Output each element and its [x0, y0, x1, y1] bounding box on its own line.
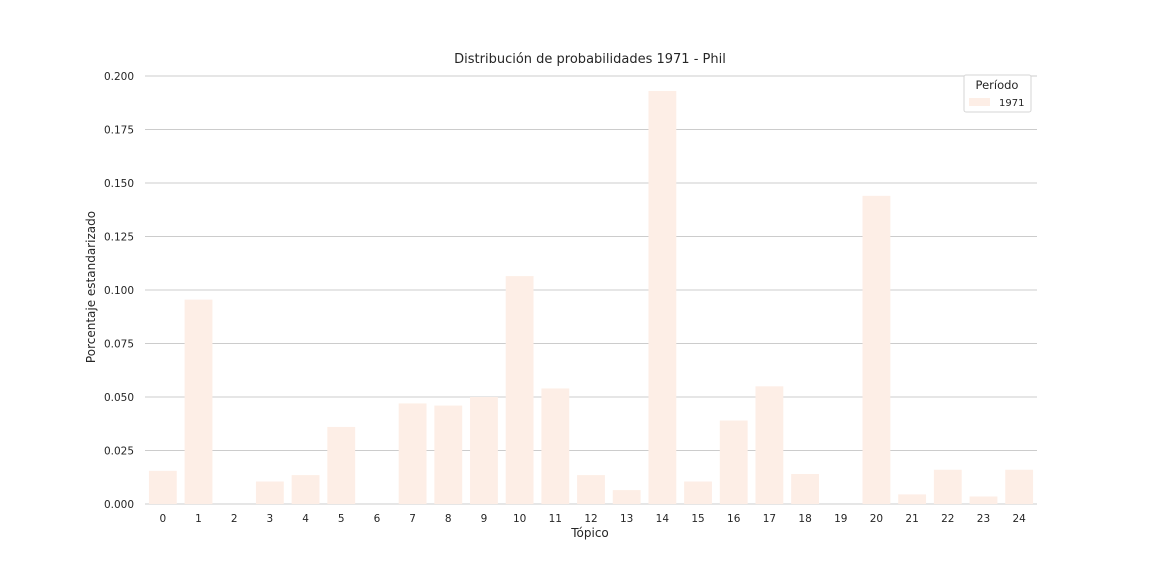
x-tick-label: 19	[834, 513, 847, 525]
x-tick-label: 2	[231, 513, 238, 525]
x-tick-label: 8	[445, 513, 452, 525]
legend-label: 1971	[999, 98, 1024, 109]
bar-topic-8	[434, 405, 463, 504]
bar-topic-13	[612, 490, 641, 504]
legend: Período 1971	[963, 74, 1032, 113]
x-tick-label: 9	[481, 513, 488, 525]
y-tick-label: 0.150	[104, 178, 134, 190]
x-tick-label: 18	[798, 513, 811, 525]
bars	[148, 90, 1034, 504]
bar-topic-7	[398, 403, 427, 504]
x-tick-label: 21	[905, 513, 918, 525]
bar-topic-17	[755, 386, 784, 504]
bar-topic-16	[719, 420, 748, 504]
x-tick-label: 15	[691, 513, 704, 525]
bar-topic-1	[184, 299, 213, 504]
bar-topic-23	[969, 496, 998, 504]
y-tick-label: 0.100	[104, 285, 134, 297]
x-tick-label: 0	[159, 513, 166, 525]
x-tick-label: 3	[267, 513, 274, 525]
x-tick-label: 16	[727, 513, 741, 525]
x-tick-label: 17	[763, 513, 776, 525]
x-tick-label: 12	[584, 513, 597, 525]
chart-title: Distribución de probabilidades 1971 - Ph…	[454, 52, 726, 67]
bar-topic-18	[791, 474, 819, 504]
bar-topic-22	[933, 469, 962, 504]
x-tick-label: 23	[977, 513, 990, 525]
x-tick-label: 20	[870, 513, 883, 525]
bar-topic-20	[862, 195, 891, 504]
bar-topic-12	[577, 475, 605, 504]
y-axis-label: Porcentaje estandarizado	[84, 211, 98, 363]
y-tick-label: 0.050	[104, 392, 134, 404]
bar-topic-4	[291, 475, 320, 504]
y-tick-label: 0.125	[104, 232, 134, 244]
x-tick-label: 14	[656, 513, 670, 525]
x-tick-label: 6	[374, 513, 381, 525]
bar-topic-3	[255, 481, 284, 504]
x-axis-label: Tópico	[570, 526, 609, 540]
x-tick-label: 13	[620, 513, 633, 525]
bar-topic-14	[648, 90, 677, 504]
bar-topic-10	[505, 276, 534, 504]
x-tick-label: 4	[302, 513, 309, 525]
y-tick-label: 0.175	[104, 125, 134, 137]
y-tick-label: 0.025	[104, 446, 134, 458]
x-tick-label: 11	[549, 513, 562, 525]
x-tick-label: 7	[409, 513, 416, 525]
bar-topic-5	[327, 426, 356, 504]
y-tick-label: 0.000	[104, 499, 134, 511]
y-tick-label: 0.075	[104, 339, 134, 351]
x-tick-label: 1	[195, 513, 202, 525]
x-tick-label: 24	[1012, 513, 1026, 525]
y-tick-label: 0.200	[104, 71, 134, 83]
legend-title: Período	[976, 78, 1019, 92]
bar-topic-9	[470, 397, 498, 504]
grid-lines	[145, 75, 1037, 505]
bar-topic-15	[684, 481, 712, 504]
x-tick-label: 10	[513, 513, 526, 525]
y-tick-labels: 0.000 0.025 0.050 0.075 0.100 0.125 0.150 0.175…	[104, 71, 134, 511]
bar-topic-0	[148, 470, 177, 504]
bar-topic-11	[541, 388, 570, 504]
x-tick-labels: 0 1 2 3 4 5 6 7 8 9 10 11 12 13 14 15 16 17 18 19 20 21 22 23 24	[159, 513, 1026, 525]
x-tick-label: 22	[941, 513, 954, 525]
bar-topic-24	[1005, 469, 1034, 504]
bar-topic-21	[898, 494, 927, 504]
legend-swatch	[969, 98, 990, 106]
x-tick-label: 5	[338, 513, 345, 525]
